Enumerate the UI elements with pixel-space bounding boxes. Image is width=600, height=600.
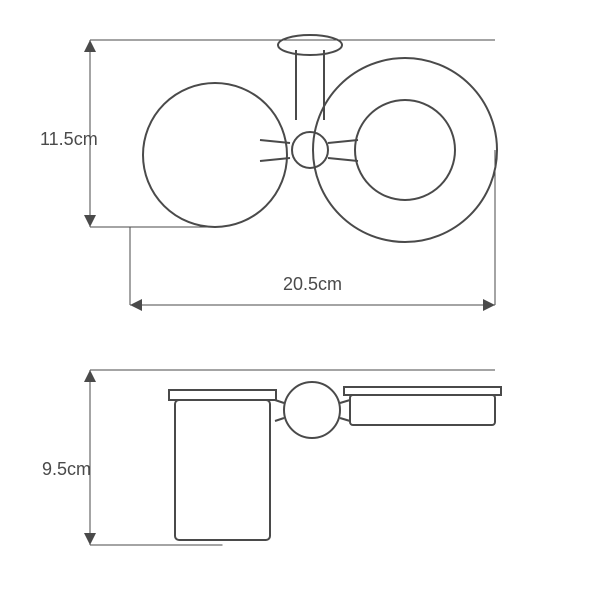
tumbler-top-circle (143, 83, 287, 227)
dimension-drawing: 11.5cm 20.5cm 9.5cm (0, 0, 600, 600)
hub-side (284, 382, 340, 438)
label-height-bottom: 9.5cm (42, 459, 91, 479)
dish-lip (344, 387, 501, 395)
label-height-top: 11.5cm (40, 129, 98, 149)
hub-top (292, 132, 328, 168)
mount-base (278, 35, 342, 55)
tumbler-body (175, 400, 270, 540)
dish-ring-inner (355, 100, 455, 200)
label-width: 20.5cm (283, 274, 342, 294)
dish-ring-outer (313, 58, 497, 242)
tumbler-lip (169, 390, 276, 400)
dish-body (350, 395, 495, 425)
